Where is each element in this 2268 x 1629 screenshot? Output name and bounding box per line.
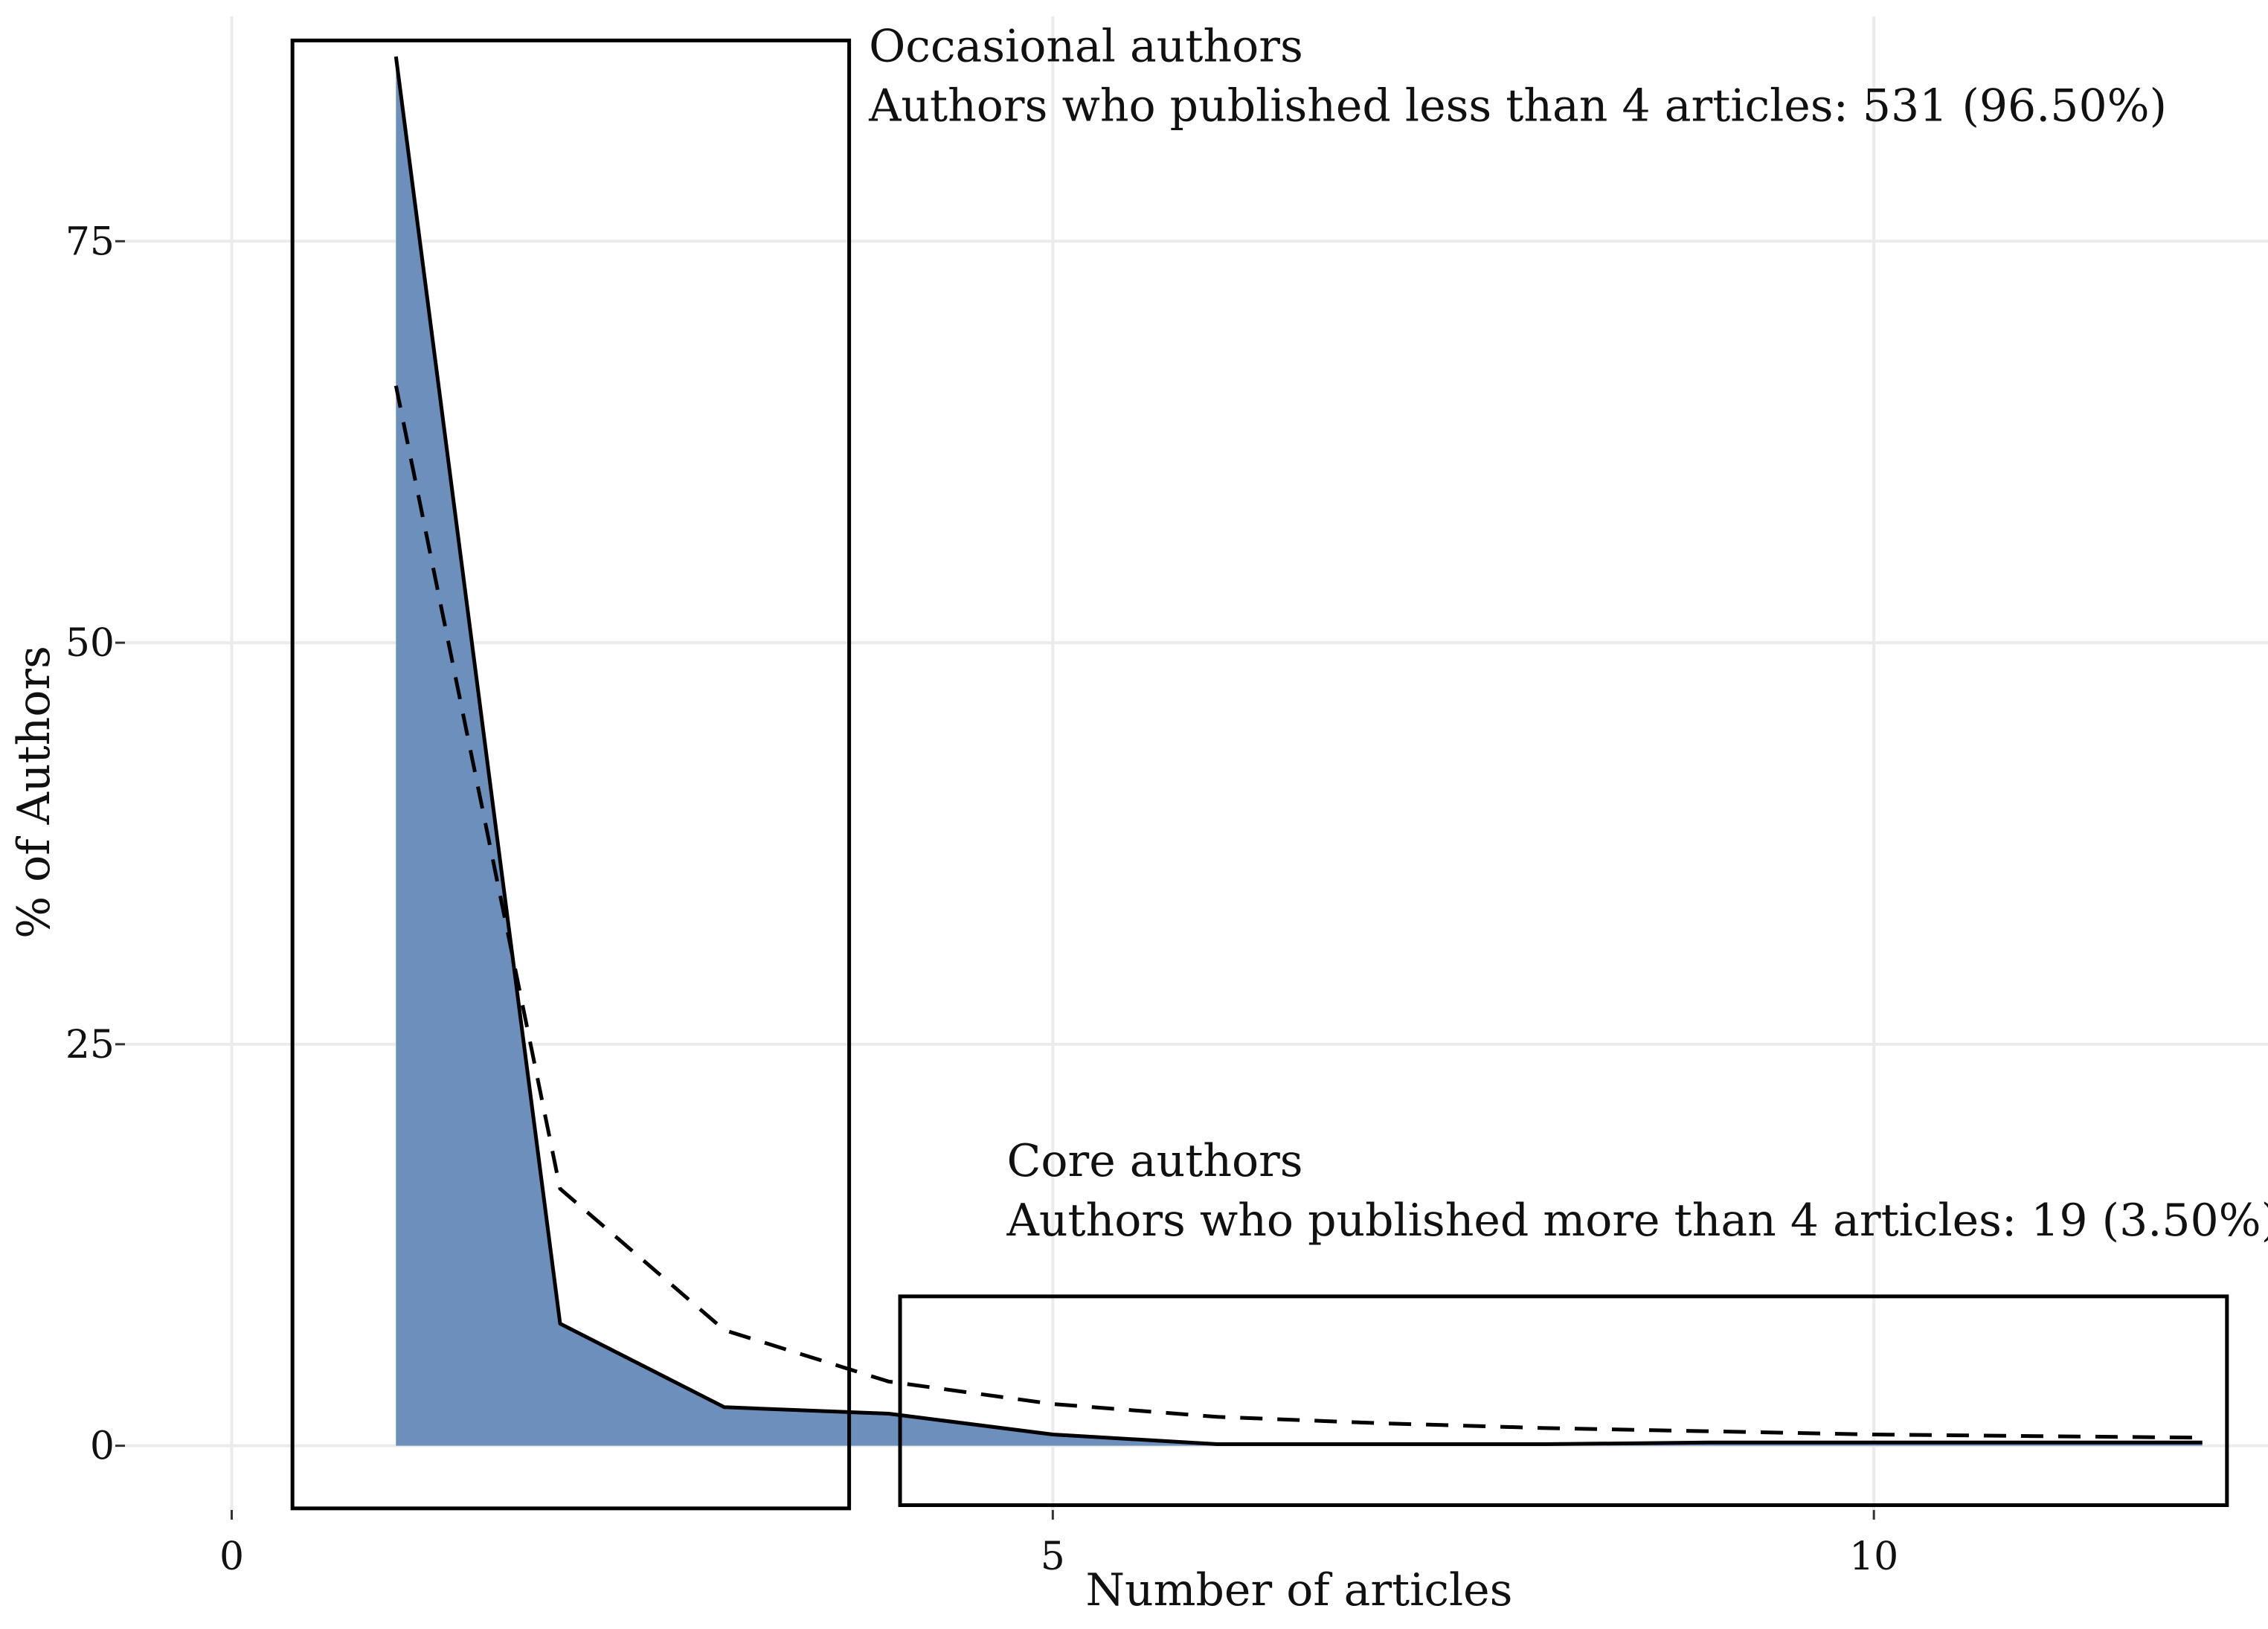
occasional-authors-title: Occasional authors <box>869 20 1303 72</box>
y-tick-labels: 0 25 50 75 <box>65 219 115 1468</box>
occasional-authors-description: Authors who published less than 4 articl… <box>868 80 2167 132</box>
y-tick-label: 50 <box>65 621 115 666</box>
lines-layer <box>393 56 2203 1446</box>
core-authors-description: Authors who published more than 4 articl… <box>1006 1195 2268 1247</box>
x-tick-label: 0 <box>219 1535 244 1579</box>
x-axis-title: Number of articles <box>1085 1564 1512 1616</box>
solid-series-line <box>393 56 2203 1446</box>
occasional-authors-box <box>290 38 852 1511</box>
y-axis-title: % of Authors <box>8 646 60 939</box>
x-tick-labels: 0 5 10 <box>219 1535 1898 1579</box>
tick-marks <box>115 240 1875 1520</box>
core-authors-box <box>898 1294 2229 1508</box>
y-tick-label: 0 <box>90 1424 115 1469</box>
x-tick-label: 5 <box>1041 1535 1065 1579</box>
core-authors-title: Core authors <box>1007 1135 1303 1187</box>
y-tick-label: 25 <box>65 1023 115 1067</box>
annotation-boxes <box>290 38 2229 1511</box>
dashed-series-line <box>393 385 2203 1440</box>
x-tick-label: 10 <box>1849 1535 1898 1579</box>
y-tick-label: 75 <box>65 219 115 264</box>
annotation-texts: Occasional authors Authors who published … <box>868 20 2268 1246</box>
